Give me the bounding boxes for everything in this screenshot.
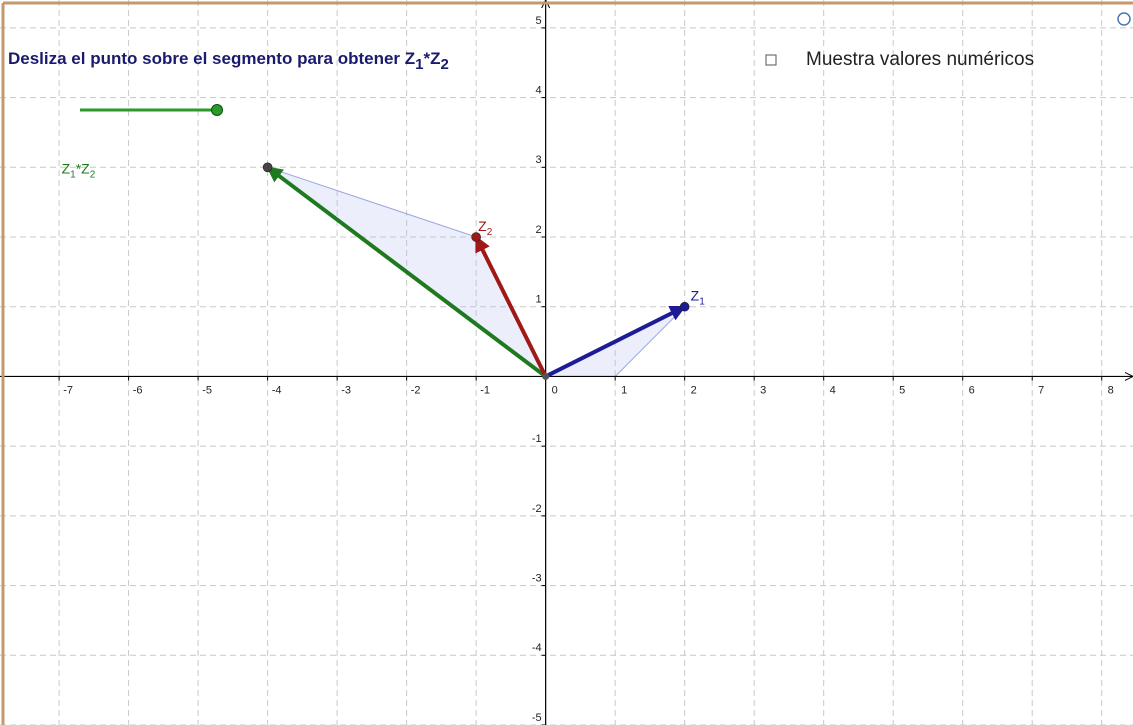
x-axis-arrow [1124,371,1133,381]
label-text: Z [478,218,487,234]
refresh-icon-circle[interactable] [1117,12,1131,26]
x-tick-label: -2 [411,384,421,396]
x-tick-label: -1 [480,384,490,396]
checkbox[interactable]: Muestra valores numéricos [765,49,1034,70]
subscript: 2 [90,169,96,180]
slider[interactable] [80,104,223,116]
point [262,162,273,173]
x-tick-label: -5 [202,384,212,396]
point-label: Z1 [691,287,706,307]
label-text: Z [62,160,71,176]
vector [266,165,547,379]
vector [544,304,687,379]
y-tick-label: -2 [532,503,542,515]
y-tick-label: -4 [532,642,542,654]
y-tick-label: 3 [536,154,542,166]
subscript: 1 [699,296,705,307]
x-tick-label: -4 [272,384,282,396]
point-label: Z2 [478,218,493,238]
checkbox-box[interactable] [765,54,777,66]
subscript: 1 [70,169,76,180]
x-tick-label: 1 [621,384,627,396]
label-text: *Z [76,160,90,176]
checkbox-label[interactable]: Muestra valores numéricos [806,49,1034,70]
y-tick-label: 2 [536,224,542,236]
origin-point [542,372,550,380]
vector [474,235,548,378]
x-tick-label: 4 [830,384,836,396]
point [471,232,481,242]
y-axis-arrow [541,0,551,9]
point [679,301,690,312]
x-tick-label: -3 [341,384,351,396]
x-tick-label: 2 [691,384,697,396]
subscript: 1 [415,56,423,73]
y-tick-label: 4 [536,85,542,97]
instruction: Desliza el punto sobre el segmento para … [8,49,449,72]
x-tick-label: 5 [899,384,905,396]
y-tick-label: 5 [536,15,542,27]
label-text: Desliza el punto sobre el segmento para … [8,49,415,68]
y-tick-label: -5 [532,712,542,724]
x-tick-label: 7 [1038,384,1044,396]
x-tick-label: -7 [63,384,73,396]
y-tick-label: -1 [532,433,542,445]
label-text: *Z [424,49,441,68]
point-label: Z1*Z2 [62,160,96,180]
x-tick-label: 0 [552,384,558,396]
x-tick-label: -6 [133,384,143,396]
refresh-icon[interactable] [1117,12,1131,26]
subscript: 2 [441,56,449,73]
x-tick-label: 3 [760,384,766,396]
y-tick-label: -3 [532,572,542,584]
x-tick-label: 6 [969,384,975,396]
label-text: Z [691,287,700,303]
x-tick-label: 8 [1108,384,1114,396]
subscript: 2 [487,227,493,238]
slider-point[interactable] [211,104,223,116]
y-tick-label: 1 [536,294,542,306]
